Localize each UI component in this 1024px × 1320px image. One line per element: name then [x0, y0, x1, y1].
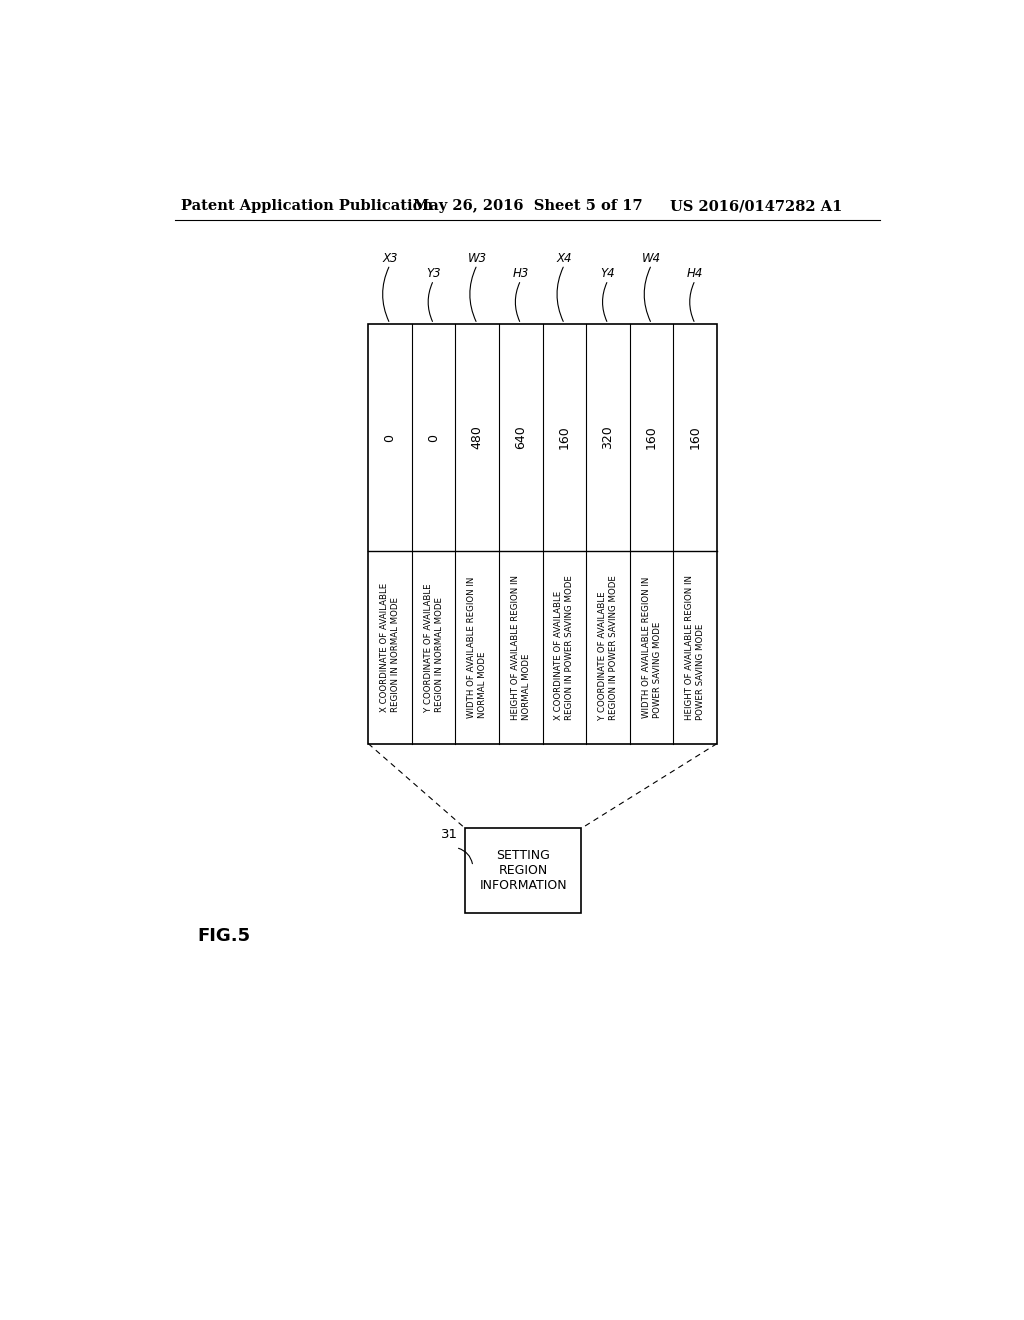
Text: FIG.5: FIG.5: [198, 927, 251, 945]
Text: W3: W3: [468, 252, 486, 265]
Text: X4: X4: [557, 252, 572, 265]
Bar: [369, 323, 717, 743]
Text: H4: H4: [687, 268, 703, 280]
Text: HEIGHT OF AVAILABLE REGION IN
POWER SAVING MODE: HEIGHT OF AVAILABLE REGION IN POWER SAVI…: [685, 574, 706, 719]
Text: W4: W4: [642, 252, 662, 265]
Text: H3: H3: [513, 268, 529, 280]
Text: WIDTH OF AVAILABLE REGION IN
POWER SAVING MODE: WIDTH OF AVAILABLE REGION IN POWER SAVIN…: [642, 577, 662, 718]
Text: May 26, 2016  Sheet 5 of 17: May 26, 2016 Sheet 5 of 17: [414, 199, 643, 213]
Text: 0: 0: [384, 433, 396, 441]
Text: X COORDINATE OF AVAILABLE
REGION IN POWER SAVING MODE: X COORDINATE OF AVAILABLE REGION IN POWE…: [554, 576, 574, 719]
Text: Patent Application Publication: Patent Application Publication: [180, 199, 433, 213]
Text: 320: 320: [601, 425, 614, 449]
Bar: [465, 829, 582, 913]
Text: Y3: Y3: [426, 268, 441, 280]
Text: US 2016/0147282 A1: US 2016/0147282 A1: [671, 199, 843, 213]
Text: 160: 160: [558, 425, 571, 449]
Text: Y COORDINATE OF AVAILABLE
REGION IN POWER SAVING MODE: Y COORDINATE OF AVAILABLE REGION IN POWE…: [598, 576, 618, 719]
Text: HEIGHT OF AVAILABLE REGION IN
NORMAL MODE: HEIGHT OF AVAILABLE REGION IN NORMAL MOD…: [511, 574, 530, 719]
Text: 160: 160: [689, 425, 701, 449]
Text: 160: 160: [645, 425, 658, 449]
Text: 31: 31: [441, 828, 458, 841]
Text: X COORDINATE OF AVAILABLE
REGION IN NORMAL MODE: X COORDINATE OF AVAILABLE REGION IN NORM…: [380, 582, 400, 711]
Text: 640: 640: [514, 425, 527, 449]
Text: SETTING
REGION
INFORMATION: SETTING REGION INFORMATION: [479, 849, 567, 892]
Text: Y COORDINATE OF AVAILABLE
REGION IN NORMAL MODE: Y COORDINATE OF AVAILABLE REGION IN NORM…: [424, 583, 443, 711]
Text: Y4: Y4: [601, 268, 615, 280]
Text: 480: 480: [471, 425, 483, 450]
Text: WIDTH OF AVAILABLE REGION IN
NORMAL MODE: WIDTH OF AVAILABLE REGION IN NORMAL MODE: [467, 577, 487, 718]
Text: 0: 0: [427, 433, 440, 441]
Text: X3: X3: [382, 252, 397, 265]
